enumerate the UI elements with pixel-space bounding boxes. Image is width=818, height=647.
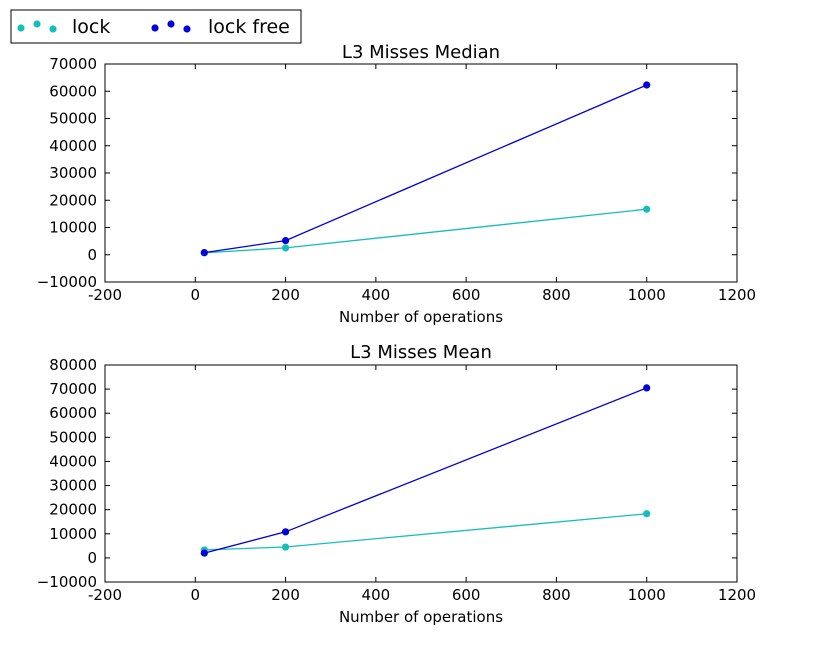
y-tick-label: 50000 bbox=[49, 428, 97, 446]
y-tick-label: 30000 bbox=[49, 164, 97, 182]
data-point-lock bbox=[281, 543, 290, 551]
x-tick-label: 0 bbox=[191, 586, 201, 604]
y-tick-label: 80000 bbox=[49, 356, 97, 374]
y-tick-label: 20000 bbox=[49, 191, 97, 209]
series-line-lock bbox=[204, 513, 647, 551]
data-point-lock bbox=[281, 244, 290, 252]
legend-marker-lock-free bbox=[151, 24, 159, 32]
x-tick-label: 400 bbox=[362, 286, 391, 304]
y-tick-label: 70000 bbox=[49, 55, 97, 73]
x-tick-label: 1000 bbox=[628, 286, 666, 304]
data-point-lock-free bbox=[281, 236, 290, 245]
x-axis-label: Number of operations bbox=[339, 308, 503, 326]
y-tick-label: 60000 bbox=[49, 404, 97, 422]
x-tick-label: 200 bbox=[271, 586, 300, 604]
x-tick-label: 800 bbox=[542, 286, 571, 304]
data-point-lock-free bbox=[200, 549, 208, 557]
legend-marker-lock-free bbox=[183, 25, 191, 33]
y-tick-label: −10000 bbox=[37, 273, 97, 291]
x-tick-label: 1000 bbox=[628, 586, 666, 604]
chart-title: L3 Misses Median bbox=[342, 42, 500, 63]
x-tick-label: 1200 bbox=[718, 586, 756, 604]
x-tick-label: 0 bbox=[191, 286, 201, 304]
x-tick-label: 1200 bbox=[718, 286, 756, 304]
y-tick-label: 40000 bbox=[49, 452, 97, 470]
data-point-lock bbox=[643, 510, 651, 518]
chart-median: L3 Misses Median -200 0 200 400 600 800 1000 120… bbox=[37, 42, 756, 326]
y-tick-label: 30000 bbox=[49, 477, 97, 495]
legend-marker-lock-free bbox=[167, 20, 175, 28]
data-point-lock-free bbox=[643, 81, 651, 89]
x-tick-label: 400 bbox=[362, 586, 391, 604]
legend-label: lock bbox=[72, 16, 110, 38]
legend-marker-lock bbox=[49, 25, 57, 33]
legend: lock lock free bbox=[10, 9, 302, 44]
y-tick-label: 60000 bbox=[49, 82, 97, 100]
x-tick-label: 600 bbox=[452, 286, 481, 304]
x-tick-label: -200 bbox=[88, 586, 122, 604]
y-tick-label: 0 bbox=[87, 549, 97, 567]
x-axis-label: Number of operations bbox=[339, 608, 503, 626]
axes-frame bbox=[104, 63, 738, 283]
y-tick-label: 0 bbox=[87, 246, 97, 264]
y-tick-label: 70000 bbox=[49, 380, 97, 398]
x-tick-label: -200 bbox=[88, 286, 122, 304]
legend-marker-lock bbox=[33, 20, 41, 28]
data-point-lock-free bbox=[200, 248, 208, 257]
data-point-lock bbox=[643, 205, 651, 213]
data-point-lock-free bbox=[643, 384, 651, 392]
y-tick-label: 10000 bbox=[49, 525, 97, 543]
data-point-lock-free bbox=[281, 528, 290, 536]
legend-marker-lock bbox=[17, 24, 25, 32]
series-line-lock bbox=[204, 208, 647, 254]
series-line-lock-free bbox=[204, 387, 647, 554]
series-line-lock-free bbox=[204, 84, 647, 254]
chart-title: L3 Misses Mean bbox=[350, 342, 492, 363]
chart-mean: L3 Misses Mean -200 0 200 400 600 800 1000 1200 −… bbox=[37, 342, 756, 626]
y-tick-label: 40000 bbox=[49, 137, 97, 155]
axes-frame bbox=[104, 364, 738, 583]
x-tick-label: 800 bbox=[542, 586, 571, 604]
y-tick-label: −10000 bbox=[37, 573, 97, 591]
legend-label: lock free bbox=[208, 16, 290, 38]
y-tick-label: 20000 bbox=[49, 501, 97, 519]
y-tick-label: 50000 bbox=[49, 110, 97, 128]
y-tick-label: 10000 bbox=[49, 219, 97, 237]
x-tick-label: 600 bbox=[452, 586, 481, 604]
x-tick-label: 200 bbox=[271, 286, 300, 304]
